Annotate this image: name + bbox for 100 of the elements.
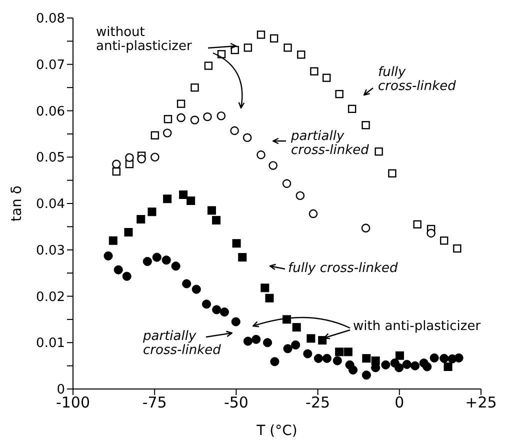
- x-tick-label: -50: [224, 394, 248, 412]
- point: [310, 67, 318, 76]
- x-axis-title: T (°C): [256, 423, 298, 439]
- annotation: with anti-plasticizer: [353, 319, 482, 334]
- point: [162, 256, 171, 265]
- point: [216, 111, 226, 120]
- y-tick-label: 0.07: [36, 58, 65, 73]
- point: [244, 44, 252, 52]
- annotation: partially cross-linked: [290, 129, 370, 158]
- point: [303, 349, 312, 358]
- point: [344, 348, 352, 356]
- point: [164, 115, 172, 124]
- point: [306, 334, 316, 343]
- point: [381, 360, 390, 370]
- point: [260, 284, 270, 292]
- point: [202, 300, 212, 309]
- x-tick-label: 0: [394, 394, 404, 412]
- point: [124, 228, 133, 237]
- point: [413, 220, 422, 228]
- point: [142, 256, 152, 266]
- point: [176, 100, 186, 108]
- point: [136, 215, 146, 224]
- point: [440, 354, 449, 363]
- y-tick-label: 0.03: [36, 243, 65, 258]
- point: [430, 353, 439, 362]
- y-axis-title: tan δ: [8, 186, 25, 222]
- point: [395, 351, 404, 360]
- y-tick-label: 0.06: [36, 104, 65, 120]
- point: [314, 354, 324, 363]
- point: [252, 334, 261, 344]
- point: [238, 253, 247, 262]
- point: [318, 336, 327, 345]
- point: [186, 196, 196, 205]
- y-tick-label: 0.08: [36, 12, 65, 27]
- x-tick-label: -25: [306, 394, 330, 412]
- annotation: fully cross-linked: [378, 65, 457, 94]
- point: [362, 121, 370, 130]
- point: [332, 356, 342, 366]
- point: [204, 62, 213, 70]
- point: [361, 224, 370, 232]
- point: [108, 236, 118, 245]
- point: [232, 239, 241, 248]
- point: [207, 206, 216, 215]
- point: [176, 113, 186, 122]
- point: [348, 365, 358, 375]
- point: [284, 44, 292, 52]
- point: [148, 208, 156, 216]
- point: [256, 30, 266, 39]
- point: [242, 133, 252, 142]
- point: [454, 353, 464, 362]
- point: [190, 116, 200, 124]
- point: [362, 354, 371, 363]
- point: [453, 244, 462, 253]
- point: [270, 357, 280, 366]
- point: [374, 147, 383, 156]
- annotation: without anti-plasticizer: [96, 25, 192, 54]
- point: [291, 340, 300, 350]
- point: [163, 194, 172, 204]
- point: [212, 305, 222, 314]
- point: [231, 317, 240, 326]
- point: [297, 50, 306, 59]
- point: [388, 169, 396, 178]
- point: [265, 294, 274, 302]
- point: [270, 34, 278, 43]
- point: [150, 152, 160, 162]
- point: [122, 272, 132, 281]
- y-tick-label: 0.04: [36, 197, 65, 212]
- point: [190, 83, 199, 92]
- point: [112, 160, 121, 168]
- annotation: partially cross-linked: [142, 329, 222, 358]
- point: [182, 279, 192, 288]
- annotation: fully cross-linked: [288, 261, 399, 276]
- point: [256, 150, 266, 160]
- point: [220, 307, 229, 317]
- point: [308, 209, 318, 218]
- point: [322, 354, 332, 363]
- y-tick-label: 0.05: [36, 150, 65, 166]
- point: [402, 360, 412, 369]
- point: [335, 348, 344, 356]
- point: [282, 315, 292, 324]
- point: [212, 216, 221, 224]
- point: [114, 265, 123, 274]
- point: [150, 131, 160, 140]
- y-tick-label: 0.02: [36, 290, 65, 305]
- point: [152, 252, 162, 262]
- point: [192, 284, 201, 294]
- point: [230, 126, 239, 136]
- x-tick-label: -75: [142, 394, 167, 412]
- point: [410, 361, 420, 370]
- point: [282, 179, 292, 188]
- point: [362, 370, 371, 380]
- point: [171, 262, 180, 271]
- point: [112, 167, 121, 176]
- y-tick-label: 0.01: [36, 336, 65, 352]
- point: [444, 362, 452, 371]
- point: [394, 363, 404, 372]
- point: [335, 90, 344, 98]
- point: [426, 228, 436, 238]
- point: [292, 323, 301, 332]
- point: [348, 104, 356, 113]
